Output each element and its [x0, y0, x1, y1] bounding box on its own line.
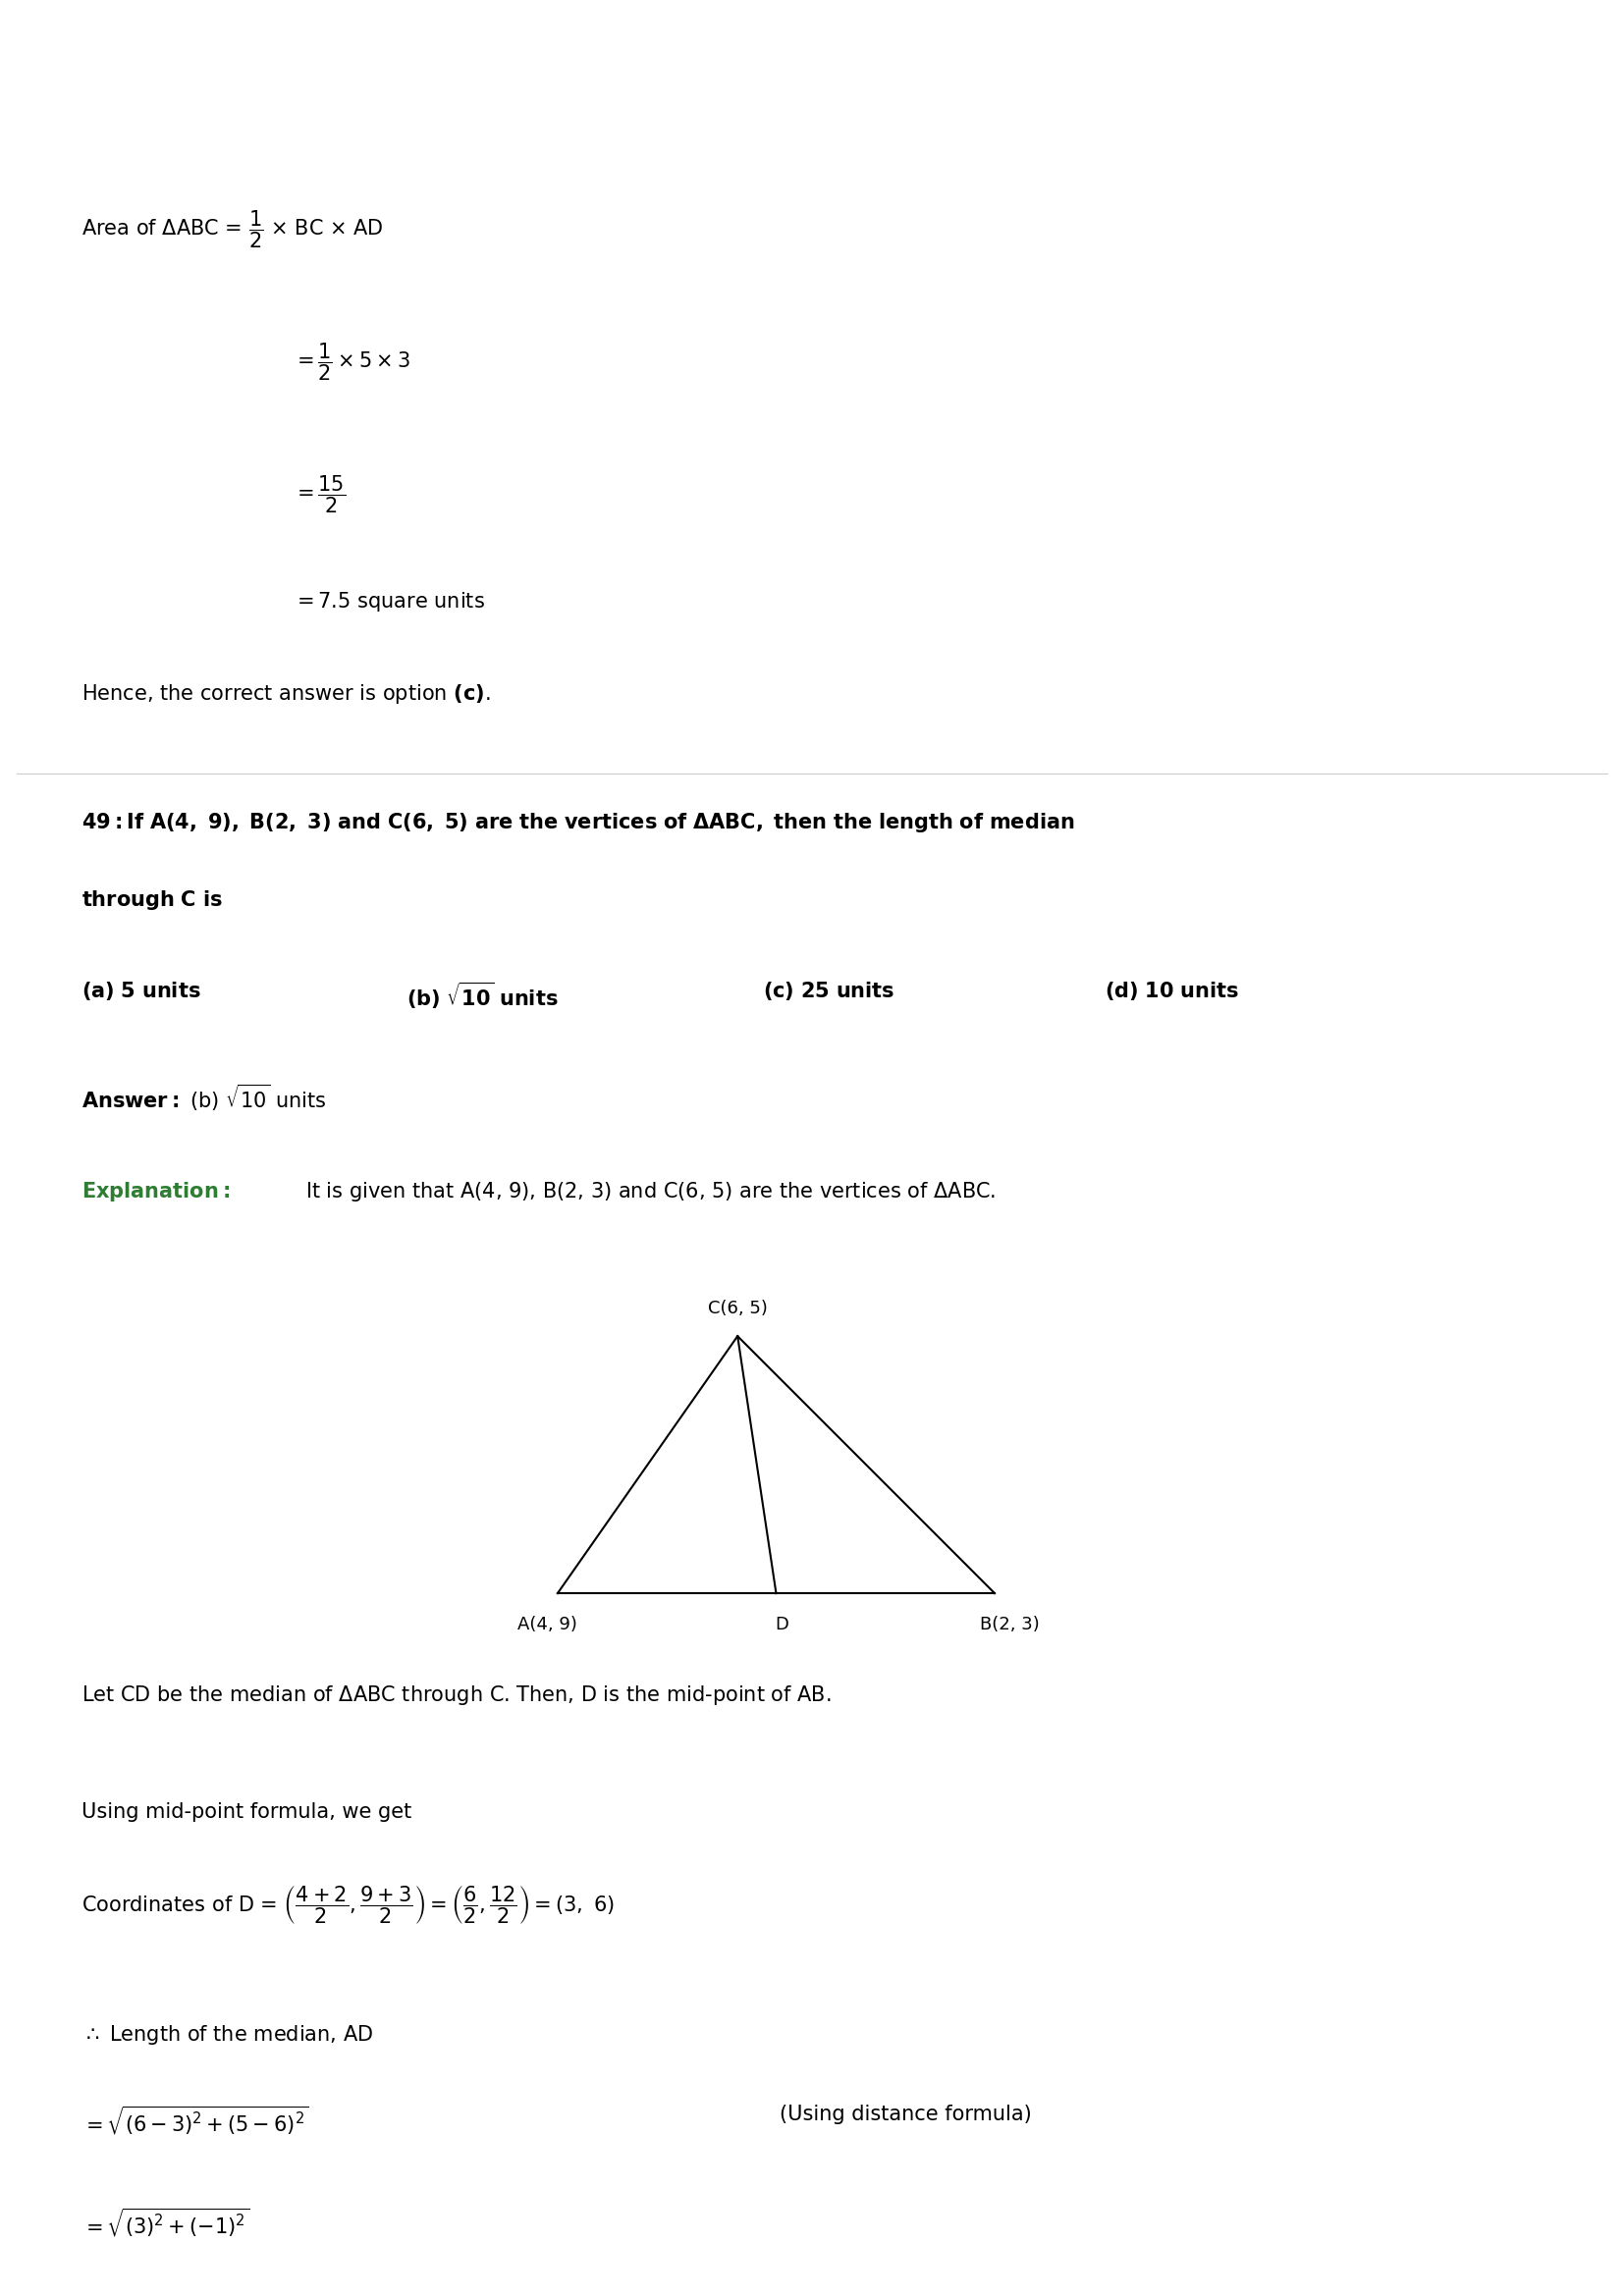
Text: Coordinates of D = $\left(\dfrac{4+2}{2},\dfrac{9+3}{2}\right) = \left(\dfrac{6}: Coordinates of D = $\left(\dfrac{4+2}{2}… — [81, 1885, 614, 1926]
Text: $= \sqrt{(6-3)^2 + (5-6)^2}$: $= \sqrt{(6-3)^2 + (5-6)^2}$ — [81, 2105, 309, 2138]
Text: Page 35 of 46: Page 35 of 46 — [745, 2243, 879, 2262]
Text: It is given that A(4, 9), B(2, 3) and C(6, 5) are the vertices of $\Delta$ABC.: It is given that A(4, 9), B(2, 3) and C(… — [305, 1180, 996, 1203]
Text: (Using distance formula): (Using distance formula) — [780, 2105, 1031, 2124]
Text: $\mathbf{(a)\ 5\ units}$: $\mathbf{(a)\ 5\ units}$ — [81, 980, 201, 1003]
Text: $= \dfrac{15}{2}$: $= \dfrac{15}{2}$ — [292, 473, 346, 517]
Text: $\mathbf{Explanation:}$: $\mathbf{Explanation:}$ — [81, 1180, 229, 1203]
Text: Using mid-point formula, we get: Using mid-point formula, we get — [81, 1802, 411, 1823]
Text: $\mathbf{(d)\ 10\ units}$: $\mathbf{(d)\ 10\ units}$ — [1104, 980, 1239, 1003]
Text: $= \sqrt{(3)^2 + (-1)^2}$: $= \sqrt{(3)^2 + (-1)^2}$ — [81, 2206, 250, 2239]
Text: B(2, 3): B(2, 3) — [981, 1616, 1039, 1632]
Text: A(4, 9): A(4, 9) — [518, 1616, 577, 1632]
Text: Study: Study — [93, 60, 128, 69]
Text: $\mathbf{Answer:}$ (b) $\sqrt{10}$ units: $\mathbf{Answer:}$ (b) $\sqrt{10}$ units — [81, 1081, 326, 1114]
Text: Path: Path — [96, 99, 125, 108]
Text: Maths – RD Sharma Solutions: Maths – RD Sharma Solutions — [598, 71, 1026, 96]
Text: $\mathbf{(c)\ 25\ units}$: $\mathbf{(c)\ 25\ units}$ — [763, 980, 895, 1003]
Text: Let CD be the median of $\Delta$ABC through C. Then, D is the mid-point of AB.: Let CD be the median of $\Delta$ABC thro… — [81, 1683, 831, 1708]
Text: Chapter 6: Coordinate Geometry: Chapter 6: Coordinate Geometry — [633, 129, 991, 147]
Text: $\therefore$ Length of the median, AD: $\therefore$ Length of the median, AD — [81, 2023, 374, 2046]
Text: Area of $\Delta$ABC = $\dfrac{1}{2}$ $\times$ BC $\times$ AD: Area of $\Delta$ABC = $\dfrac{1}{2}$ $\t… — [81, 209, 383, 250]
Text: C(6, 5): C(6, 5) — [708, 1300, 768, 1318]
Text: $\mathbf{through\ C\ is}$: $\mathbf{through\ C\ is}$ — [81, 889, 222, 912]
Text: D: D — [775, 1616, 788, 1632]
Text: Class - 10: Class - 10 — [758, 23, 866, 44]
Text: $\mathbf{49: If\ A(4,\ 9),\ B(2,\ 3)\ and\ C(6,\ 5)\ are\ the\ vertices\ of\ \De: $\mathbf{49: If\ A(4,\ 9),\ B(2,\ 3)\ an… — [81, 810, 1075, 833]
Text: $= 7.5$ square units: $= 7.5$ square units — [292, 590, 484, 613]
Text: $= \dfrac{1}{2} \times 5 \times 3$: $= \dfrac{1}{2} \times 5 \times 3$ — [292, 342, 409, 383]
Text: $\mathbf{(b)\ \sqrt{10}\ units}$: $\mathbf{(b)\ \sqrt{10}\ units}$ — [406, 980, 557, 1010]
Text: Hence, the correct answer is option $\mathbf{(c)}$.: Hence, the correct answer is option $\ma… — [81, 682, 490, 705]
